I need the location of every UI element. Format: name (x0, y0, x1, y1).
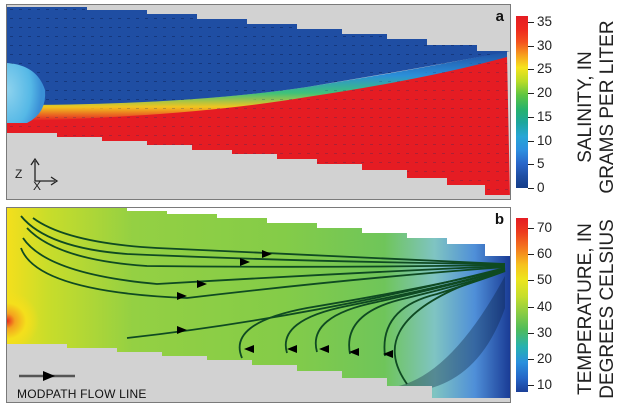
salinity-tick-label: 0 (537, 179, 545, 195)
salinity-tick-mark (528, 22, 534, 23)
panel-letter-a: a (495, 8, 504, 25)
temperature-tick-label: 40 (537, 298, 553, 314)
flow-arrow (177, 292, 187, 300)
temperature-tick-mark (528, 306, 534, 308)
salinity-tick-mark (528, 116, 534, 118)
salinity-panel: a Z X (6, 4, 511, 200)
fresh-recharge-bulb (7, 63, 46, 123)
inactive-top (127, 208, 510, 256)
inactive-bottom (7, 344, 510, 402)
salinity-tick-mark (528, 164, 534, 166)
flow-arrow (197, 280, 207, 288)
flow-line (393, 270, 506, 385)
salinity-tick-label: 25 (537, 61, 553, 77)
flow-arrow (383, 350, 393, 358)
flow-line (20, 247, 506, 299)
temperature-tick-mark (528, 385, 534, 387)
flow-arrow (319, 345, 329, 353)
salinity-tick-mark (528, 45, 534, 47)
legend-arrow-icon (43, 371, 55, 381)
salinity-tick-mark (528, 69, 534, 71)
temperature-tick-mark (528, 359, 534, 360)
temperature-tick-label: 30 (537, 324, 553, 340)
salinity-tick-label: 5 (537, 156, 545, 172)
temperature-tick-label: 60 (537, 246, 553, 262)
temperature-map (7, 208, 510, 402)
flow-line (20, 215, 506, 265)
temperature-tick-mark (528, 254, 534, 256)
salinity-tick-label: 30 (537, 37, 553, 53)
temperature-label-line2: DEGREES CELSIUS (597, 219, 618, 399)
flow-arrows (177, 250, 393, 358)
flow-arrow (262, 250, 272, 258)
temperature-colorbar (516, 218, 528, 392)
salinity-map (7, 5, 510, 199)
salinity-tick-label: 10 (537, 132, 553, 148)
salinity-tick-label: 15 (537, 108, 553, 124)
legend-label: MODPATH FLOW LINE (17, 387, 147, 401)
salinity-colorbar (516, 16, 528, 188)
flow-line (314, 269, 506, 353)
temperature-tick-mark (528, 280, 534, 282)
flow-arrow (244, 345, 254, 353)
flow-line (26, 227, 506, 268)
salinity-tick-mark (528, 93, 534, 95)
temperature-tick-mark (528, 228, 534, 229)
axis-label-z: Z (15, 167, 23, 181)
temperature-panel: b MODPATH FLOW LINE (6, 207, 511, 403)
flow-line (32, 217, 506, 265)
salinity-colorbar-label: SALINITY, IN GRAMS PER LITER (575, 7, 619, 207)
flow-lines (20, 215, 506, 385)
flow-line (22, 237, 506, 285)
salinity-label-line2: GRAMS PER LITER (597, 20, 618, 194)
flow-arrow (177, 326, 187, 334)
salinity-tick-label: 20 (537, 85, 553, 101)
axis-label-x: X (33, 179, 42, 193)
panel-letter-b: b (494, 211, 504, 228)
flow-arrow (287, 345, 297, 353)
axis-indicator (30, 157, 59, 186)
inactive-top (7, 5, 510, 51)
temperature-colorbar-label: TEMPERATURE, IN DEGREES CELSIUS (575, 209, 619, 409)
flow-arrow (240, 258, 250, 266)
inactive-bottom (7, 133, 510, 199)
salinity-tick-mark (528, 140, 534, 142)
salinity-label-line1: SALINITY, IN (575, 51, 596, 163)
salinity-tick-label: 35 (537, 14, 553, 29)
salinity-tick-mark (528, 187, 534, 189)
temperature-tick-label: 10 (537, 377, 553, 393)
mixing-zone (7, 51, 507, 121)
temperature-tick-label: 50 (537, 272, 553, 288)
temperature-label-line1: TEMPERATURE, IN (575, 223, 596, 395)
flow-line (238, 268, 506, 359)
temperature-tick-label: 20 (537, 351, 553, 366)
flow-arrow (349, 348, 359, 356)
temperature-tick-label: 70 (537, 220, 553, 235)
temperature-tick-mark (528, 332, 534, 334)
